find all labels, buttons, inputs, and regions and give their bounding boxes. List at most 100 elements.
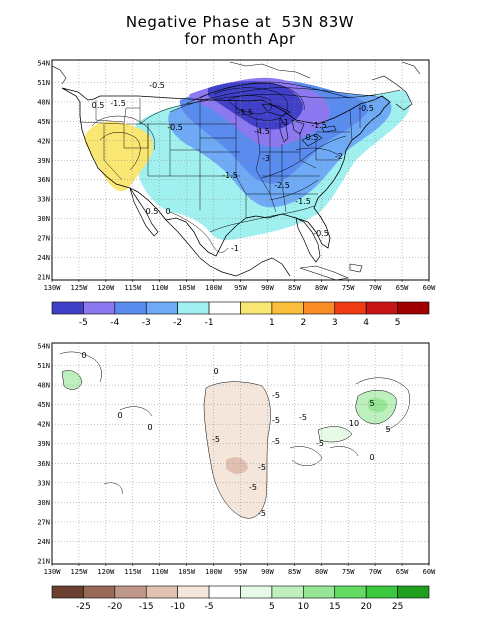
contour-label: 0 [165, 207, 170, 216]
lat-tick-label: 54N [37, 60, 50, 68]
lat-tick-label: 21N [37, 558, 50, 566]
colorbar-swatch [83, 301, 116, 315]
panel2-contour-labels: 0 -5 -5 -5 0 -5 -5 -5 0 -5 -5 5 0 10 5 0 -5 [81, 351, 390, 518]
colorbar-swatch [303, 301, 336, 315]
lon-tick-label: 90W [261, 568, 274, 576]
panel-negative-phase: -0.5 -1.5 0.5 -0.5 -5.5 -4.5 -1 -1.5 -0.5 -3 -2 -1.… [37, 59, 436, 328]
lat-tick-label: 39N [37, 440, 50, 448]
colorbar-swatch [177, 585, 210, 599]
colorbar-label: -25 [76, 602, 91, 612]
colorbar-label: 4 [363, 318, 369, 328]
panel1-contours [91, 81, 401, 253]
contour-label: -5 [272, 391, 280, 400]
lat-tick-label: 48N [37, 382, 50, 390]
colorbar-label: 1 [269, 318, 275, 328]
colorbar-label: 2 [300, 318, 306, 328]
colorbar-label: -3 [142, 318, 151, 328]
lon-tick-label: 95W [234, 284, 247, 292]
lon-tick-label: 130W [44, 284, 62, 292]
colorbar-swatch [208, 301, 241, 315]
contour-label: -5 [316, 439, 324, 448]
lon-tick-label: 115W [124, 284, 142, 292]
colorbar-label: -20 [107, 602, 122, 612]
lat-tick-label: 36N [37, 460, 50, 468]
contour-label: -1.5 [295, 197, 311, 206]
colorbar-swatch [51, 301, 84, 315]
colorbar-label: 20 [360, 602, 372, 612]
lon-tick-label: 75W [342, 568, 355, 576]
colorbar-swatch [240, 301, 273, 315]
lon-tick-label: 100W [205, 284, 223, 292]
contour-label: -5 [212, 435, 220, 444]
contour-label: 0 [213, 367, 218, 376]
lon-tick-label: 120W [97, 284, 115, 292]
lon-tick-label: 80W [315, 284, 328, 292]
lat-tick-label: 33N [37, 479, 50, 487]
colorbar-swatch [397, 301, 430, 315]
colorbar-swatch [334, 301, 367, 315]
contour-label: -0.5 [167, 123, 183, 132]
colorbar-swatch [271, 301, 304, 315]
lat-tick-label: 21N [37, 274, 50, 282]
contour-label: 0 [81, 351, 86, 360]
lon-tick-label: 85W [288, 284, 301, 292]
lon-tick-label: 125W [70, 568, 88, 576]
lon-tick-label: 80W [315, 568, 328, 576]
colorbar-label: -5 [205, 602, 214, 612]
lon-tick-label: 110W [151, 284, 169, 292]
lon-tick-label: 65W [396, 284, 409, 292]
colorbar-swatch [365, 585, 398, 599]
panel-percent-change: 0 -5 -5 -5 0 -5 -5 -5 0 -5 -5 5 0 10 5 0 -5 130W 125W 120W… [37, 342, 436, 612]
colorbar-swatch [334, 585, 367, 599]
lon-tick-label: 95W [234, 568, 247, 576]
panel2-axis-labels: 130W 125W 120W 115W 110W 105W 100W 95W 90W 85W 80W… [37, 343, 436, 577]
map-title: Negative Phase at 53N 83W for month Apr [0, 14, 480, 48]
colorbar-swatch [271, 585, 304, 599]
contour-label: 0 [369, 453, 374, 462]
contour-label: 0 [117, 411, 122, 420]
colorbar-swatch [145, 301, 178, 315]
colorbar-swatch [114, 301, 147, 315]
lon-tick-label: 130W [44, 568, 62, 576]
contour-label: -0.5 [358, 104, 374, 113]
panel1-colorbar: -5 -4 -3 -2 -1 1 2 3 4 5 [51, 301, 430, 328]
contour-label: -1 [281, 118, 289, 127]
colorbar-swatch [303, 585, 336, 599]
contour-label: -5 [258, 463, 266, 472]
lon-tick-label: 105W [178, 284, 196, 292]
colorbar-label: 10 [298, 602, 310, 612]
contour-label: 10 [349, 419, 359, 428]
lat-tick-label: 36N [37, 176, 50, 184]
lat-tick-label: 48N [37, 98, 50, 106]
colorbar-swatch [83, 585, 116, 599]
contour-label: -1.5 [222, 171, 238, 180]
colorbar-label: 25 [392, 602, 403, 612]
lon-tick-label: 75W [342, 284, 355, 292]
colorbar-swatch [240, 585, 273, 599]
contour-label: -5 [272, 416, 280, 425]
colorbar-swatch [177, 301, 210, 315]
contour-label: -1.5 [110, 99, 126, 108]
title-line-2: for month Apr [184, 30, 296, 48]
contour-label: -0.5 [149, 81, 165, 90]
contour-label: -3 [262, 154, 270, 163]
lon-tick-label: 70W [369, 568, 382, 576]
lat-tick-label: 39N [37, 157, 50, 165]
contour-label: -5.5 [237, 108, 253, 117]
contour-label: -5 [299, 413, 307, 422]
lat-tick-label: 45N [37, 401, 50, 409]
contour-label: 0.5 [92, 101, 105, 110]
colorbar-swatch [397, 585, 430, 599]
colorbar-label: -15 [139, 602, 154, 612]
panel2-contours [59, 351, 410, 519]
lat-tick-label: 33N [37, 196, 50, 204]
lat-tick-label: 24N [37, 538, 50, 546]
contour-label: 0.5 [306, 133, 319, 142]
lat-tick-label: 30N [37, 215, 50, 223]
panel2-colorbar: -25 -20 -15 -10 -5 5 10 15 20 25 [51, 585, 430, 612]
colorbar-label: 5 [269, 602, 275, 612]
lon-tick-label: 105W [178, 568, 196, 576]
colorbar-swatch [208, 585, 241, 599]
lon-tick-label: 60W [423, 284, 436, 292]
lat-tick-label: 51N [37, 362, 50, 370]
